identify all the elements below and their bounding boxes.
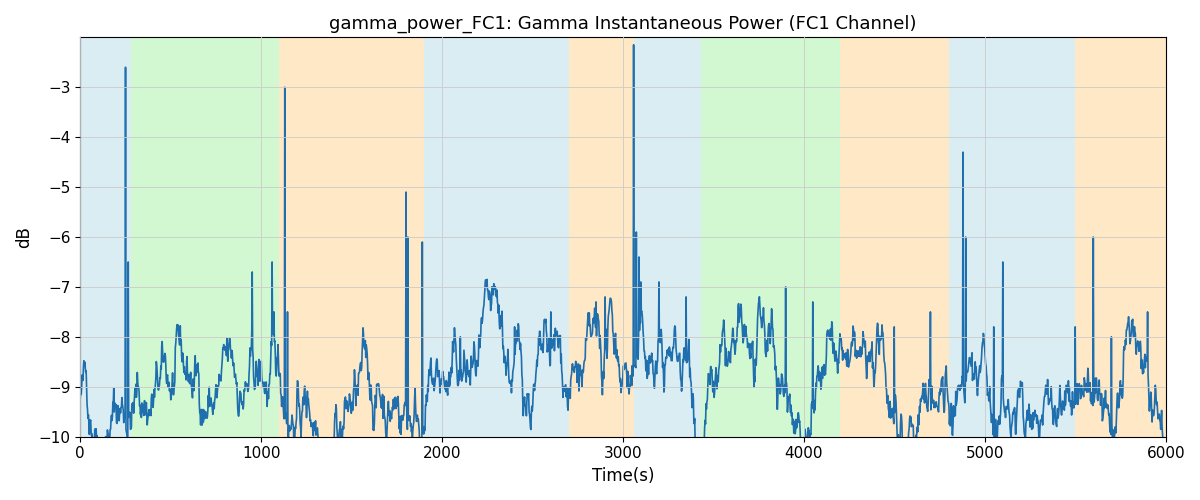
X-axis label: Time(s): Time(s) bbox=[592, 467, 654, 485]
Bar bbox=[131, 38, 280, 436]
Title: gamma_power_FC1: Gamma Instantaneous Power (FC1 Channel): gamma_power_FC1: Gamma Instantaneous Pow… bbox=[329, 15, 917, 34]
Bar bbox=[840, 38, 949, 436]
Bar bbox=[634, 38, 701, 436]
Bar bbox=[80, 38, 131, 436]
Bar bbox=[701, 38, 840, 436]
Bar bbox=[569, 38, 634, 436]
Bar bbox=[280, 38, 424, 436]
Y-axis label: dB: dB bbox=[14, 226, 34, 248]
Bar bbox=[424, 38, 569, 436]
Bar bbox=[1075, 38, 1165, 436]
Bar bbox=[949, 38, 1075, 436]
